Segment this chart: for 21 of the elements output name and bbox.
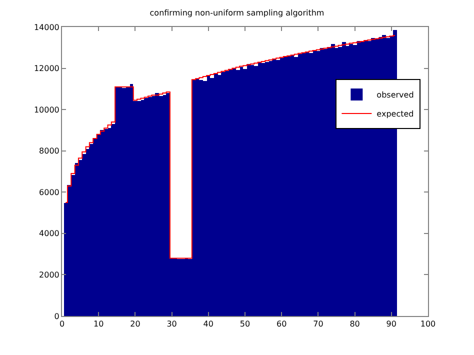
- x-tick-label: 10: [94, 320, 104, 329]
- legend-label: expected: [376, 110, 414, 119]
- x-tick-label: 100: [420, 320, 436, 329]
- y-tick-label: 10000: [34, 105, 60, 114]
- x-tick-label: 80: [350, 320, 360, 329]
- chart-title: confirming non-uniform sampling algorithm: [150, 8, 324, 18]
- y-tick-label: 6000: [39, 188, 60, 197]
- y-tick-label: 0: [54, 312, 60, 321]
- y-tick-label: 4000: [39, 229, 60, 238]
- x-tick-label: 70: [313, 320, 324, 329]
- y-tick-label: 14000: [34, 22, 60, 32]
- x-tick-label: 50: [240, 320, 250, 329]
- y-tick-label: 2000: [39, 270, 60, 280]
- y-tick-label: 8000: [39, 146, 60, 156]
- x-tick-label: 90: [386, 320, 396, 329]
- y-tick-label: 12000: [34, 64, 60, 74]
- x-tick-label: 20: [130, 320, 140, 329]
- x-tick-label: 60: [276, 320, 287, 329]
- legend-label: observed: [376, 90, 414, 100]
- x-tick-label: 30: [166, 320, 177, 329]
- x-tick-label: 40: [203, 320, 214, 329]
